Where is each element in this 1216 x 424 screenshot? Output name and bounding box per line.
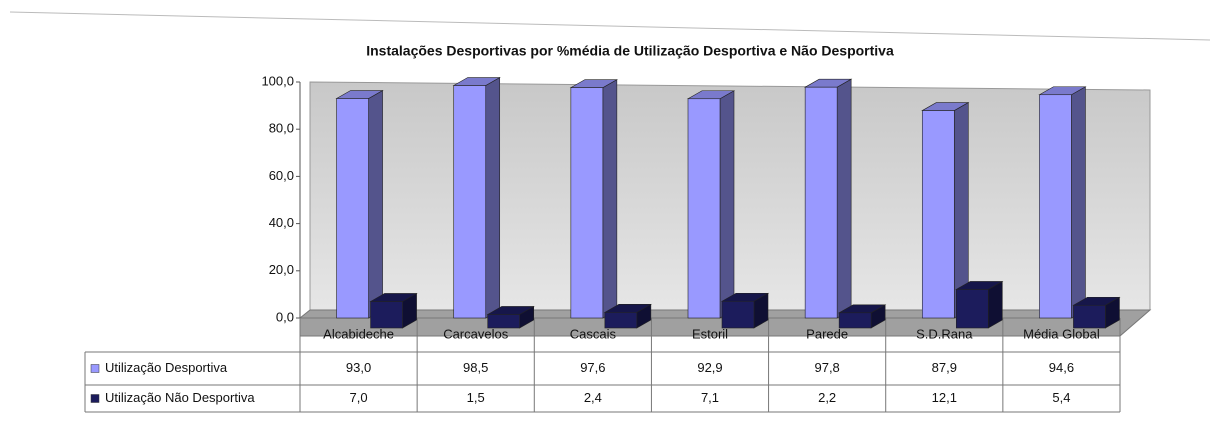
bar [604,312,638,329]
bar [336,98,369,319]
y-tick-label: 20,0 [269,262,294,277]
bar [570,87,604,319]
bar [370,301,403,329]
value-label: 5,4 [1052,390,1070,405]
bar [487,314,521,329]
bar-side [602,79,618,319]
x-tick-label: Alcabideche [323,326,394,341]
frame-top [9,11,1211,41]
y-tick-label: 40,0 [269,215,294,230]
x-tick-label: Parede [806,326,848,341]
value-label: 12,1 [932,390,957,405]
bar [921,110,955,319]
bar [804,86,838,319]
legend-swatch [90,394,100,403]
x-tick-label: Média Global [1023,326,1100,341]
x-tick-label: Carcavelos [443,326,509,341]
bar-side [485,77,501,319]
legend-swatch [90,364,100,373]
bar-side [719,90,735,319]
legend-label: Utilização Desportiva [105,360,228,375]
bar [721,300,755,329]
value-label: 92,9 [697,360,722,375]
value-label: 87,9 [932,360,957,375]
bar-side [368,90,383,319]
bar-side [1071,86,1086,319]
value-label: 7,1 [701,390,719,405]
chart-title: Instalações Desportivas por %média de Ut… [366,43,894,59]
value-label: 2,4 [584,390,602,405]
bar [1039,94,1072,319]
bar [687,98,721,319]
bar [453,85,487,319]
value-label: 98,5 [463,360,488,375]
value-label: 2,2 [818,390,836,405]
value-label: 94,6 [1049,360,1074,375]
bar-side [836,78,852,319]
value-label: 97,8 [814,360,839,375]
bar [955,289,989,329]
value-label: 97,6 [580,360,605,375]
y-tick-label: 100,0 [261,73,294,88]
value-label: 93,0 [346,360,371,375]
x-tick-label: Cascais [570,326,617,341]
value-label: 7,0 [350,390,368,405]
y-tick-label: 0,0 [276,309,294,324]
bar [838,312,872,329]
x-tick-label: Estoril [692,326,728,341]
value-label: 1,5 [467,390,485,405]
bar [1073,304,1106,329]
legend-label: Utilização Não Desportiva [105,390,255,405]
y-tick-label: 80,0 [269,121,294,136]
x-tick-label: S.D.Rana [916,326,973,341]
y-tick-label: 60,0 [269,168,294,183]
